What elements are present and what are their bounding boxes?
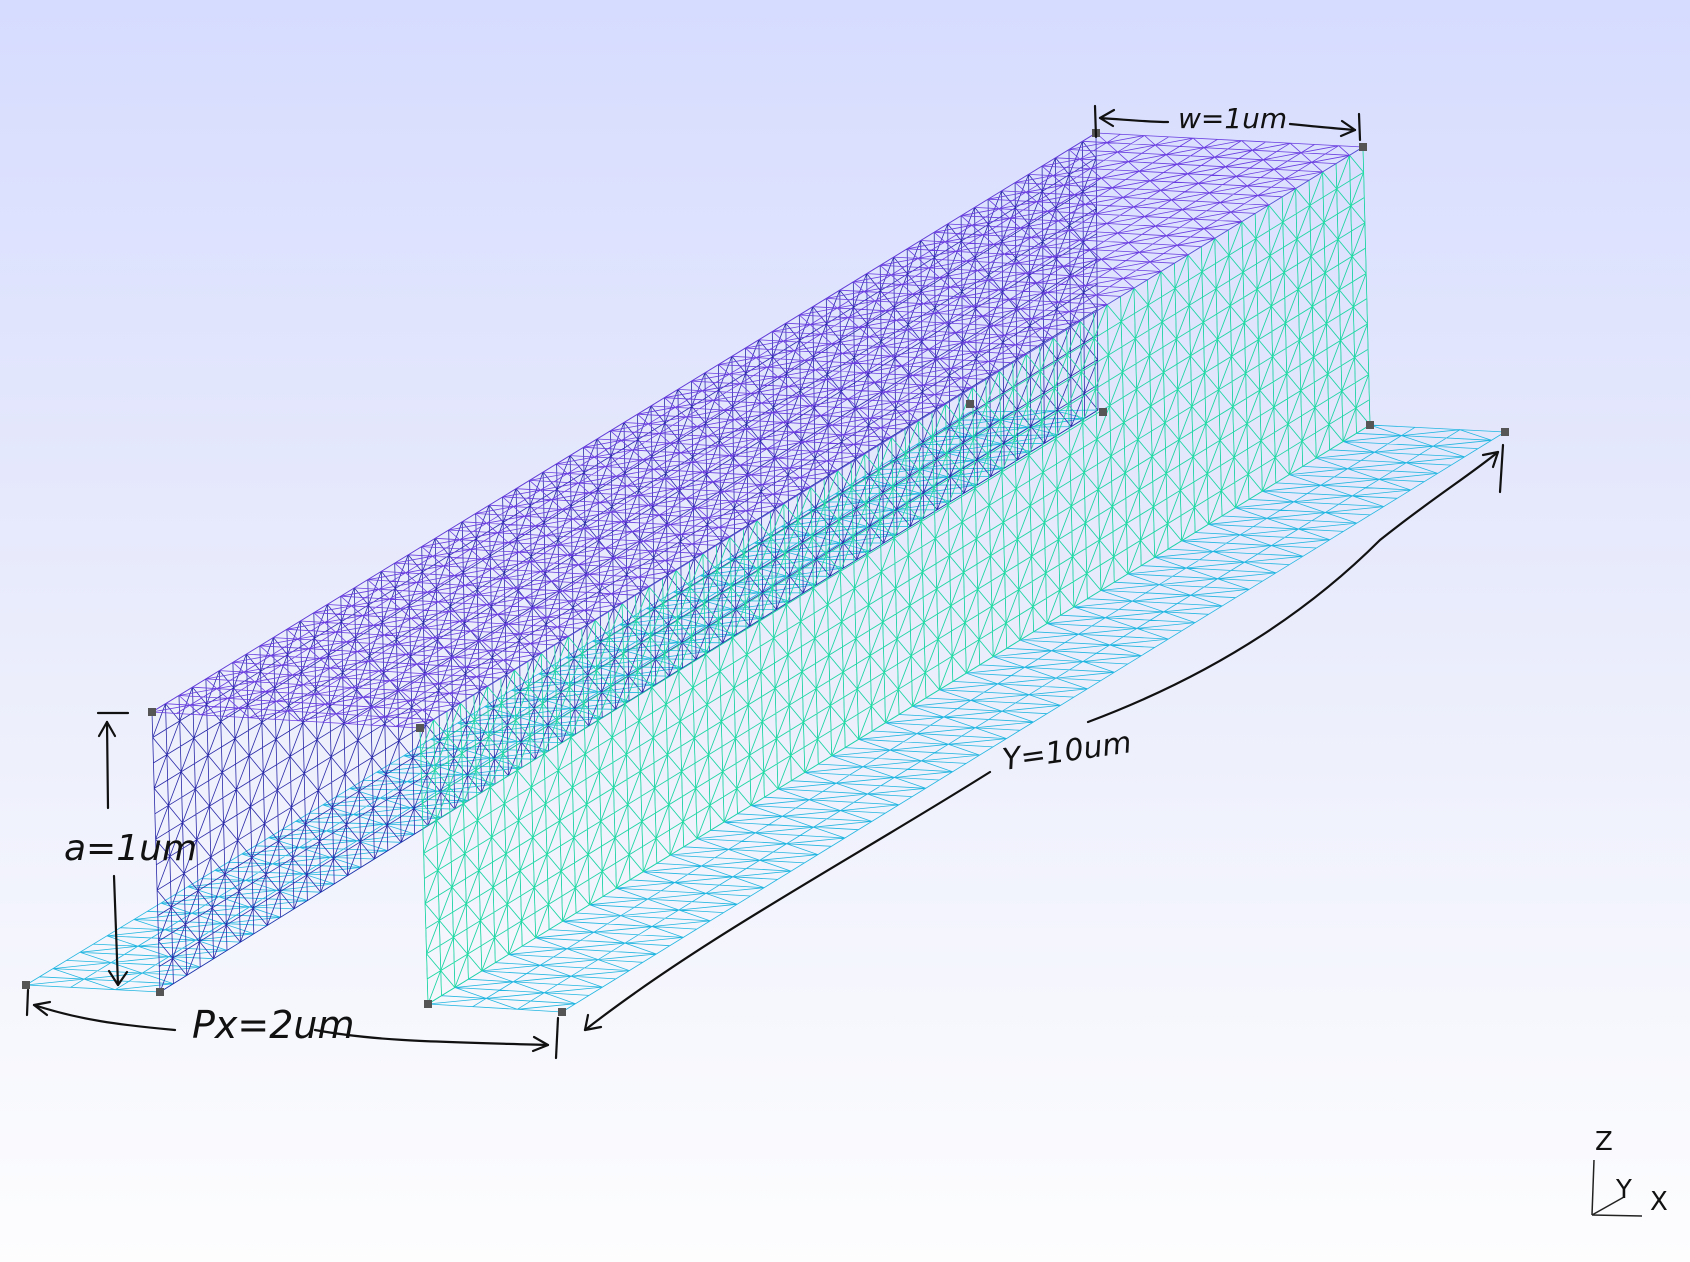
length-dimension [583, 443, 1505, 1032]
vertex-marker [416, 724, 424, 732]
left-wall-mesh [151, 132, 1099, 993]
vertex-marker [148, 708, 156, 716]
vertex-marker [424, 1000, 432, 1008]
vertex-marker [22, 981, 30, 989]
right-floor-mesh [427, 424, 1506, 1013]
pitch-label: Px=2um [192, 1003, 355, 1047]
axis-triad[interactable]: Z Y X [1591, 1127, 1668, 1217]
width-arrow-right [1288, 122, 1357, 132]
axis-x-label: X [1650, 1187, 1668, 1217]
top-face-mesh [151, 132, 1364, 729]
vertex-marker [966, 400, 974, 408]
mesh-model [22, 129, 1509, 1016]
vertex-marker [1501, 428, 1509, 436]
pitch-arrow-left [32, 1003, 177, 1032]
axis-lines [1591, 1159, 1643, 1217]
height-label: a=1um [64, 828, 197, 869]
vertex-marker [156, 988, 164, 996]
mesh-top-lines [151, 132, 1364, 729]
vertex-marker [558, 1008, 566, 1016]
width-arrow-left [1098, 116, 1170, 124]
vertex-marker [1366, 421, 1374, 429]
height-arrow-down [112, 874, 120, 987]
axis-z-label: Z [1595, 1127, 1613, 1157]
width-dimension [1093, 104, 1362, 142]
length-label: Y=10um [1000, 725, 1133, 778]
annotation-labels: w=1um a=1um Px=2um Y=10um [64, 102, 1287, 1047]
height-arrow-up [105, 720, 110, 810]
mesh-right-floor-lines [427, 424, 1506, 1013]
length-arrow-upper [1086, 450, 1500, 724]
axis-y-label: Y [1615, 1175, 1632, 1205]
width-label: w=1um [1178, 102, 1287, 135]
length-arrow-lower [583, 770, 992, 1032]
mesh-left-wall-lines [151, 132, 1099, 993]
vertex-marker [1099, 408, 1107, 416]
mesh-right-wall-lines [419, 146, 1371, 1005]
pitch-arrow-right [313, 1028, 550, 1047]
vertex-marker [1359, 143, 1367, 151]
dimension-annotations [25, 104, 1505, 1060]
vertex-markers [22, 129, 1509, 1016]
height-dimension [96, 711, 130, 987]
right-wall-mesh [419, 146, 1371, 1005]
pitch-dimension [25, 988, 560, 1060]
